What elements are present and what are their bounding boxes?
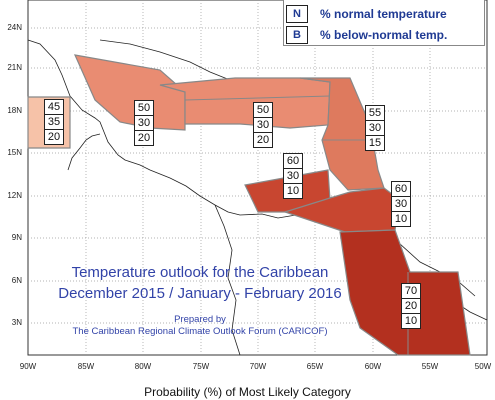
x-tick-label: 65W	[306, 362, 324, 371]
legend-item-below: B % below-normal temp.	[286, 26, 447, 44]
zone-value: 70	[402, 284, 420, 299]
zone-eastern-caribbean	[299, 77, 385, 191]
map-title: Temperature outlook for the Caribbean	[71, 264, 329, 281]
zone-label-central-caribbean-sea: 60 30 10	[283, 153, 303, 199]
zone-value: 30	[135, 116, 153, 131]
y-tick-label: 15N	[7, 148, 22, 157]
zone-value: 20	[402, 299, 420, 314]
map-subtitle: December 2015 / January - February 2016	[58, 285, 342, 302]
zone-value: 30	[392, 197, 410, 212]
x-tick-label: 50W	[474, 362, 492, 371]
x-tick-label: 85W	[77, 362, 95, 371]
zone-value: 10	[286, 185, 300, 197]
y-tick-label: 3N	[11, 318, 22, 327]
zone-value: 30	[284, 169, 302, 184]
x-tick-label: 80W	[134, 362, 152, 371]
zone-value: 10	[404, 315, 418, 327]
y-tick-label: 6N	[11, 276, 22, 285]
zone-value: 60	[284, 154, 302, 169]
y-tick-label: 24N	[7, 23, 22, 32]
zone-value: 50	[254, 103, 272, 118]
map-caption: Probability (%) of Most Likely Category	[144, 385, 351, 399]
legend-label-normal: % normal temperature	[320, 7, 447, 21]
zone-value: 20	[256, 134, 270, 146]
zone-label-southern-caribbean: 60 30 10	[391, 181, 411, 227]
zone-value: 45	[45, 100, 63, 115]
zone-value: 30	[254, 118, 272, 133]
legend-key-n: N	[286, 5, 308, 23]
zone-value: 30	[366, 121, 384, 136]
y-tick-label: 9N	[11, 233, 22, 242]
zone-value: 10	[394, 213, 408, 225]
x-tick-label: 60W	[364, 362, 382, 371]
zone-value: 20	[47, 131, 61, 143]
zone-value: 50	[135, 101, 153, 116]
zone-value: 35	[45, 115, 63, 130]
zone-label-greater-antilles: 50 30 20	[253, 102, 273, 148]
x-tick-label: 90W	[19, 362, 37, 371]
x-tick-label: 55W	[421, 362, 439, 371]
x-tick-label: 75W	[192, 362, 210, 371]
zone-value: 55	[366, 106, 384, 121]
legend-label-below: % below-normal temp.	[320, 28, 448, 42]
legend: N % normal temperature B % below-normal …	[283, 0, 485, 46]
zone-value: 15	[368, 137, 382, 149]
prepared-by: Prepared by	[174, 314, 226, 325]
zone-value: 60	[392, 182, 410, 197]
zone-greater-antilles	[159, 77, 331, 129]
legend-key-b: B	[286, 26, 308, 44]
y-tick-label: 12N	[7, 191, 22, 200]
zone-label-western-caribbean: 50 30 20	[134, 100, 154, 146]
legend-item-normal: N % normal temperature	[286, 5, 447, 23]
x-tick-label: 70W	[249, 362, 267, 371]
y-tick-label: 21N	[7, 63, 22, 72]
zone-label-eastern-caribbean: 55 30 15	[365, 105, 385, 151]
zone-label-guianas: 70 20 10	[401, 283, 421, 329]
zone-value: 20	[137, 132, 151, 144]
organization: The Caribbean Regional Climate Outlook F…	[72, 326, 328, 337]
zone-western-caribbean	[73, 54, 186, 131]
zone-label-mexico-yucatan: 45 35 20	[44, 99, 64, 145]
y-tick-label: 18N	[7, 106, 22, 115]
